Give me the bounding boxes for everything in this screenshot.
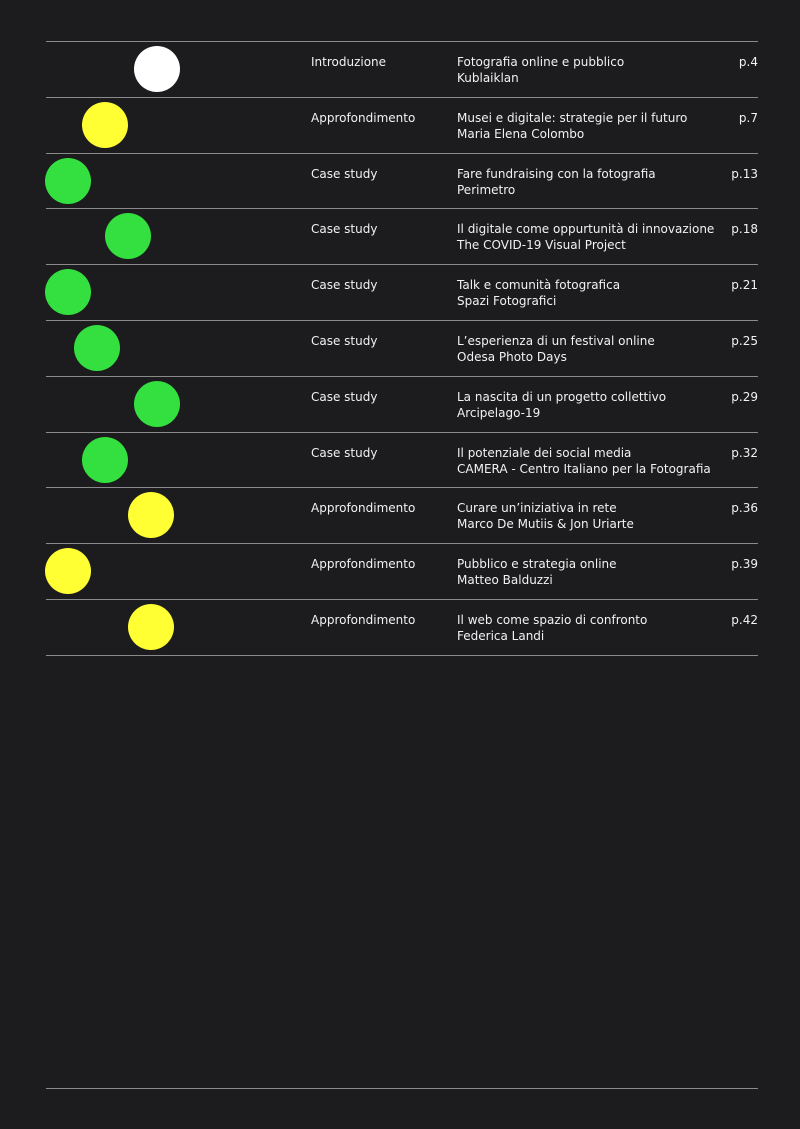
dot: [105, 213, 151, 260]
page-number: p.4: [738, 55, 758, 69]
entry: Fare fundraising con la fotografia Perime…: [457, 166, 656, 198]
rule: [46, 96, 758, 98]
entry: L’esperienza di un festival online Odesa …: [457, 333, 655, 365]
rule: [46, 375, 758, 377]
entry: Pubblico e strategia online Matteo Balduz…: [457, 556, 617, 588]
author: Matteo Balduzzi: [457, 573, 553, 588]
title: Il web come spazio di confronto: [457, 613, 648, 627]
toc-row: Approfondimento Musei e digitale: strateg…: [46, 97, 758, 152]
page-number: p.42: [731, 613, 758, 627]
author: Odesa Photo Days: [457, 350, 567, 364]
dot: [128, 492, 174, 539]
page-number: p.18: [731, 222, 758, 237]
author: The COVID-19 Visual Project: [457, 238, 626, 253]
toc-row: Introduzione Fotografia online e pubblico…: [46, 41, 758, 96]
dot: [45, 157, 91, 204]
entry: Curare un’iniziativa in rete Marco De Mut…: [457, 500, 634, 532]
entry: La nascita di un progetto collettivo Arci…: [457, 389, 666, 421]
category: Case study: [311, 445, 378, 460]
toc-row: Case study Fare fundraising con la fotogr…: [45, 153, 758, 208]
title: Fotografia online e pubblico: [457, 55, 625, 69]
dot: [74, 325, 120, 371]
entry: Il digitale come oppurtunità di innovazi…: [457, 221, 714, 253]
entry: Il potenziale dei social media CAMERA - C…: [457, 445, 711, 477]
author: Federica Landi: [457, 629, 545, 643]
entry: Musei e digitale: strategie per il futur…: [457, 110, 687, 142]
toc-row: Case study Il digitale come oppurtunità d…: [46, 208, 758, 263]
category: Case study: [311, 334, 378, 348]
author: Perimetro: [457, 182, 516, 197]
title: Pubblico e strategia online: [457, 557, 617, 572]
category: Case study: [311, 278, 378, 293]
author: Marco De Mutiis & Jon Uriarte: [457, 517, 634, 532]
rule: [46, 264, 758, 266]
toc-row: Case study La nascita di un progetto coll…: [46, 376, 758, 431]
dot: [134, 380, 180, 427]
category: Approfondimento: [311, 501, 416, 516]
page-number: p.36: [731, 501, 758, 516]
title: Fare fundraising con la fotografia: [457, 166, 656, 181]
page-number: p.39: [731, 557, 758, 572]
dot: [82, 436, 128, 483]
page-number: p.25: [731, 334, 758, 348]
toc-row: Approfondimento Il web come spazio di con…: [46, 599, 758, 654]
dot: [45, 269, 91, 316]
rule: [46, 152, 758, 154]
toc-row: Approfondimento Curare un’iniziativa in r…: [46, 487, 758, 542]
page-number: p.32: [731, 445, 758, 460]
page-number: p.21: [731, 278, 758, 293]
rule: [46, 320, 758, 321]
dot: [82, 101, 128, 148]
toc-row: Case study L’esperienza di un festival on…: [46, 320, 758, 375]
page-number: p.29: [731, 389, 758, 404]
page-number: p.13: [731, 166, 758, 181]
toc-row: Approfondimento Pubblico e strategia onli…: [45, 543, 758, 598]
category: Introduzione: [311, 55, 387, 69]
title: Il potenziale dei social media: [457, 445, 632, 460]
bottom-rule: [46, 1088, 758, 1089]
author: Maria Elena Colombo: [457, 126, 585, 141]
rule: [46, 599, 758, 600]
author: Kublaiklan: [457, 71, 519, 85]
author: Spazi Fotografici: [457, 294, 557, 309]
rule: [46, 208, 758, 210]
category: Case study: [311, 222, 378, 237]
dot: [128, 604, 174, 650]
category: Approfondimento: [311, 557, 416, 572]
title: Curare un’iniziativa in rete: [457, 501, 617, 516]
rule: [46, 41, 758, 42]
toc-row: Case study Il potenziale dei social media…: [46, 432, 758, 487]
category: Approfondimento: [311, 613, 416, 627]
author: Arcipelago-19: [457, 405, 541, 420]
rule: [46, 431, 758, 433]
page-number: p.7: [738, 110, 758, 125]
dot: [45, 548, 91, 595]
dot: [134, 46, 180, 92]
entry: Fotografia online e pubblico Kublaiklan: [457, 54, 624, 86]
category: Case study: [311, 166, 378, 181]
rule: [46, 487, 758, 489]
rule: [46, 543, 758, 545]
title: Talk e comunità fotografica: [457, 278, 621, 293]
entry: Il web come spazio di confronto Federica …: [457, 612, 647, 644]
title: L’esperienza di un festival online: [457, 334, 655, 348]
rule: [46, 654, 758, 656]
category: Case study: [311, 389, 378, 404]
title: Musei e digitale: strategie per il futur…: [457, 110, 688, 125]
author: CAMERA - Centro Italiano per la Fotograf…: [457, 461, 711, 476]
category: Approfondimento: [311, 110, 416, 125]
toc-row: Case study Talk e comunità fotografica Spa…: [45, 264, 758, 319]
title: Il digitale come oppurtunità di innovazi…: [457, 222, 715, 237]
title: La nascita di un progetto collettivo: [457, 389, 667, 404]
entry: Talk e comunità fotografica Spazi Fotogra…: [457, 277, 620, 309]
